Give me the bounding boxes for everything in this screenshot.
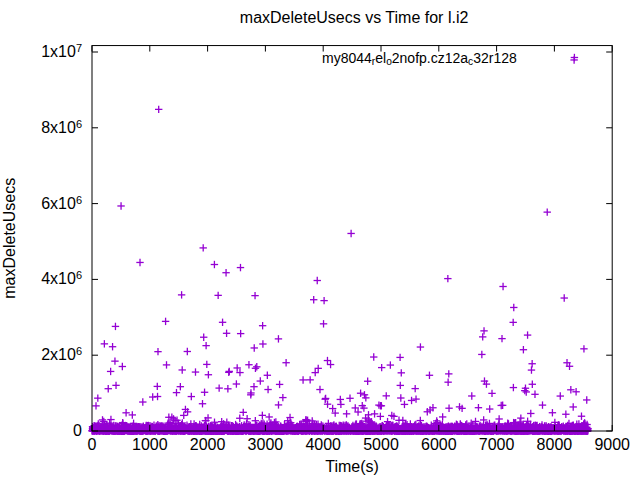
svg-text:4000: 4000 [305, 436, 341, 453]
svg-text:Time(s): Time(s) [325, 458, 379, 475]
svg-text:6x106: 6x106 [41, 194, 82, 212]
svg-text:3000: 3000 [248, 436, 284, 453]
svg-text:6000: 6000 [421, 436, 457, 453]
svg-text:1x107: 1x107 [41, 42, 82, 60]
svg-text:5000: 5000 [363, 436, 399, 453]
svg-text:8x106: 8x106 [41, 118, 82, 136]
svg-text:0: 0 [88, 436, 97, 453]
svg-text:4x106: 4x106 [41, 269, 82, 287]
svg-text:maxDeleteUsecs: maxDeleteUsecs [1, 178, 18, 299]
svg-text:0: 0 [73, 422, 82, 439]
svg-text:2x106: 2x106 [41, 345, 82, 363]
svg-text:maxDeleteUsecs vs Time for l.i: maxDeleteUsecs vs Time for l.i2 [240, 9, 469, 26]
svg-text:9000: 9000 [594, 436, 630, 453]
svg-text:1000: 1000 [132, 436, 168, 453]
svg-text:my8044relo2nofp.cz12ac32r128: my8044relo2nofp.cz12ac32r128 [322, 50, 517, 67]
svg-text:2000: 2000 [190, 436, 226, 453]
svg-text:8000: 8000 [537, 436, 573, 453]
svg-text:7000: 7000 [479, 436, 515, 453]
